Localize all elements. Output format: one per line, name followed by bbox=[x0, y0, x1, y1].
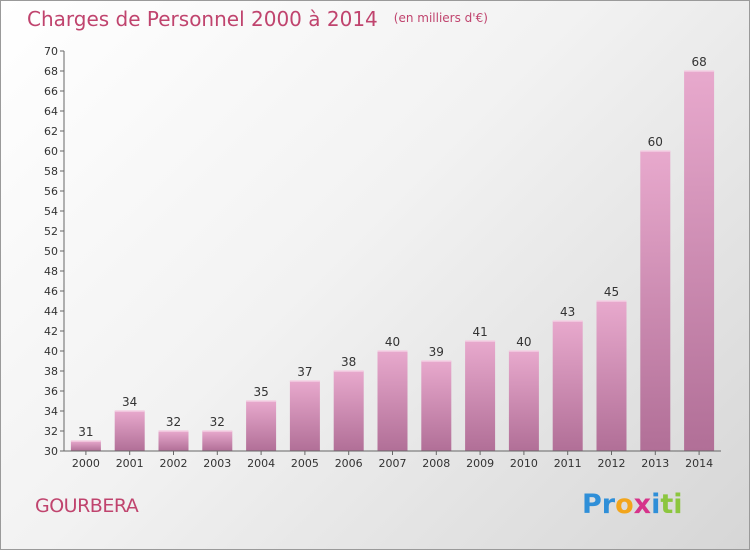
y-tick-label: 70 bbox=[44, 45, 58, 58]
bar bbox=[684, 71, 715, 451]
proxiti-logo: Proxiti bbox=[582, 489, 683, 520]
bar bbox=[246, 401, 277, 451]
y-tick-label: 64 bbox=[44, 105, 58, 118]
bar-value-label: 68 bbox=[691, 55, 706, 69]
bar-value-label: 31 bbox=[78, 425, 93, 439]
x-tick-label: 2010 bbox=[510, 457, 538, 470]
x-tick-label: 2011 bbox=[554, 457, 582, 470]
bar-value-label: 32 bbox=[166, 415, 181, 429]
y-tick-label: 50 bbox=[44, 245, 58, 258]
y-tick-label: 40 bbox=[44, 345, 58, 358]
x-tick-label: 2014 bbox=[685, 457, 713, 470]
bar bbox=[640, 151, 671, 451]
y-tick-label: 66 bbox=[44, 85, 58, 98]
x-tick-label: 2009 bbox=[466, 457, 494, 470]
bar bbox=[289, 381, 320, 451]
bar-value-label: 45 bbox=[604, 285, 619, 299]
bar bbox=[421, 361, 452, 451]
bar-value-label: 40 bbox=[516, 335, 531, 349]
x-tick-label: 2013 bbox=[641, 457, 669, 470]
y-tick-label: 42 bbox=[44, 325, 58, 338]
x-tick-label: 2004 bbox=[247, 457, 275, 470]
bar-value-label: 60 bbox=[648, 135, 663, 149]
y-tick-label: 30 bbox=[44, 445, 58, 458]
bar bbox=[158, 431, 189, 451]
x-tick-label: 2005 bbox=[291, 457, 319, 470]
x-tick-label: 2008 bbox=[422, 457, 450, 470]
bar bbox=[202, 431, 233, 451]
commune-name: GOURBERA bbox=[35, 495, 139, 517]
bar-value-label: 34 bbox=[122, 395, 137, 409]
bar-value-label: 43 bbox=[560, 305, 575, 319]
bar-value-label: 40 bbox=[385, 335, 400, 349]
y-axis: 30 32 34 36 38 40 42 44 46 48 50 52 54 56 58 60 62 64 66 68… bbox=[44, 45, 65, 458]
y-tick-label: 58 bbox=[44, 165, 58, 178]
bar-series: 31 34 32 32 35 37 38 40 39 41 40 43 45 60 68 bbox=[70, 55, 715, 451]
y-tick-label: 48 bbox=[44, 265, 58, 278]
bar bbox=[70, 441, 101, 451]
title-text: Charges de Personnel 2000 à 2014 bbox=[27, 7, 378, 31]
bar-value-label: 37 bbox=[297, 365, 312, 379]
bar bbox=[333, 371, 364, 451]
x-tick-label: 2006 bbox=[335, 457, 363, 470]
chart-subtitle: (en milliers d'€) bbox=[393, 11, 488, 25]
x-tick-label: 2000 bbox=[72, 457, 100, 470]
x-axis: 2000 2001 2002 2003 2004 2005 2006 2007 2008 2009… bbox=[64, 450, 721, 470]
y-tick-label: 36 bbox=[44, 385, 58, 398]
x-tick-label: 2002 bbox=[160, 457, 188, 470]
y-tick-label: 54 bbox=[44, 205, 58, 218]
bar bbox=[114, 411, 145, 451]
bar bbox=[552, 321, 583, 451]
y-tick-label: 34 bbox=[44, 405, 58, 418]
y-tick-label: 62 bbox=[44, 125, 58, 138]
bar-value-label: 38 bbox=[341, 355, 356, 369]
bar-value-label: 35 bbox=[253, 385, 268, 399]
y-tick-label: 44 bbox=[44, 305, 58, 318]
x-tick-label: 2001 bbox=[116, 457, 144, 470]
x-tick-label: 2007 bbox=[379, 457, 407, 470]
chart-title: Charges de Personnel 2000 à 2014 (en mill… bbox=[27, 7, 488, 31]
bar bbox=[508, 351, 539, 451]
x-tick-label: 2012 bbox=[598, 457, 626, 470]
bar-value-label: 41 bbox=[472, 325, 487, 339]
y-tick-label: 38 bbox=[44, 365, 58, 378]
bar-value-label: 39 bbox=[429, 345, 444, 359]
bar bbox=[465, 341, 496, 451]
y-tick-label: 60 bbox=[44, 145, 58, 158]
y-tick-label: 32 bbox=[44, 425, 58, 438]
y-tick-label: 68 bbox=[44, 65, 58, 78]
y-tick-label: 56 bbox=[44, 185, 58, 198]
x-tick-label: 2003 bbox=[203, 457, 231, 470]
bar-value-label: 32 bbox=[210, 415, 225, 429]
y-tick-label: 46 bbox=[44, 285, 58, 298]
bar bbox=[596, 301, 627, 451]
bar bbox=[377, 351, 408, 451]
y-tick-label: 52 bbox=[44, 225, 58, 238]
